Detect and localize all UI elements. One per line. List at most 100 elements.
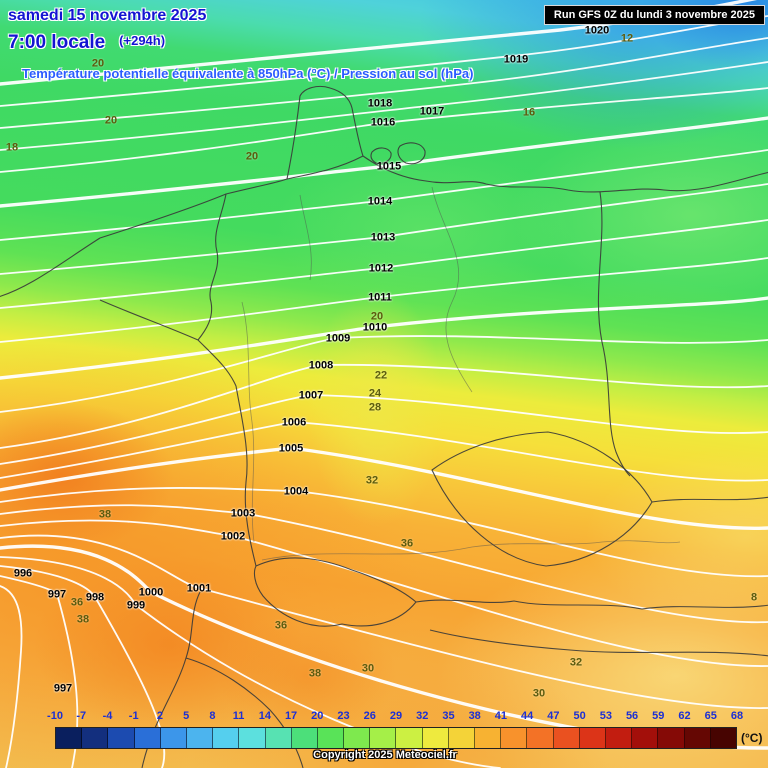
country-borders-path	[99, 299, 199, 341]
colorbar-cell	[239, 728, 266, 748]
colorbar-cell	[475, 728, 502, 748]
isobar-lines-path	[0, 87, 768, 173]
pressure-label: 1015	[376, 160, 402, 173]
temperature-label: 38	[98, 508, 112, 521]
isobar-lines-path	[0, 257, 768, 343]
isobar-lines-path	[0, 149, 768, 241]
local-time: 7:00 locale	[8, 32, 106, 53]
rivers-path	[261, 540, 681, 561]
colorbar-tick: 14	[258, 710, 271, 722]
country-borders-path	[429, 629, 768, 657]
isobar-lines-path	[0, 61, 768, 151]
map-subtitle: Température potentielle équivalente à 85…	[22, 66, 474, 81]
rivers-path	[299, 194, 312, 281]
colorbar-cell	[213, 728, 240, 748]
colorbar-tick: 65	[704, 710, 717, 722]
colorbar-cell	[56, 728, 83, 748]
colorbar-tick: 44	[521, 710, 534, 722]
colorbar-cell	[605, 728, 633, 748]
isobar-lines-path	[0, 556, 501, 768]
colorbar-tick: 2	[156, 710, 163, 722]
country-borders-path	[415, 599, 768, 610]
colorbar-tick: 59	[652, 710, 665, 722]
colorbar-cell	[684, 728, 711, 748]
colorbar-cell	[317, 728, 345, 748]
isobar-lines-path	[0, 446, 768, 530]
temperature-label: 20	[91, 57, 105, 70]
country-borders-path	[597, 191, 631, 477]
pressure-label: 997	[47, 588, 67, 601]
rivers-path	[241, 301, 255, 543]
isobar-lines-path	[0, 585, 23, 768]
forecast-offset: (+294h)	[119, 33, 166, 48]
isobar-lines-path	[0, 335, 768, 413]
country-borders-path	[397, 142, 426, 165]
isobar-lines-path	[0, 394, 768, 465]
temperature-label: 22	[374, 369, 388, 382]
rivers	[241, 186, 681, 561]
colorbar-tick: 53	[599, 710, 612, 722]
colorbar-cell	[422, 728, 449, 748]
country-borders-path	[253, 557, 417, 627]
temperature-label: 20	[104, 114, 118, 127]
colorbar-cell	[710, 728, 736, 748]
colorbar-tick: 50	[573, 710, 586, 722]
rivers-path	[431, 186, 473, 393]
colorbar-cell	[134, 728, 161, 748]
colorbar	[55, 727, 737, 749]
colorbar-cell	[82, 728, 109, 748]
pressure-label: 1013	[370, 231, 396, 244]
colorbar-cell	[448, 728, 475, 748]
pressure-label: 1012	[368, 262, 394, 275]
colorbar-cell	[291, 728, 318, 748]
colorbar-cell	[160, 728, 187, 748]
colorbar-tick: 23	[337, 710, 350, 722]
colorbar-tick: -10	[47, 710, 63, 722]
temperature-label: 20	[245, 150, 259, 163]
colorbar-cell	[632, 728, 659, 748]
pressure-label: 1000	[138, 586, 164, 599]
colorbar-tick: 8	[209, 710, 216, 722]
country-borders-path	[197, 193, 227, 341]
colorbar-tick: 5	[183, 710, 190, 722]
time-line: 7:00 locale (+294h)	[8, 32, 165, 54]
colorbar-tick: 29	[389, 710, 403, 722]
colorbar-tick: 68	[730, 710, 744, 722]
isobar-lines-path	[0, 486, 768, 578]
pressure-label: 1011	[368, 291, 392, 304]
isobar-lines-path	[0, 421, 768, 482]
colorbar-tick: -4	[102, 710, 113, 722]
pressure-label: 1004	[283, 485, 309, 498]
date-line: samedi 15 novembre 2025	[8, 7, 207, 24]
temperature-label: 28	[368, 401, 382, 414]
pressure-label: 1001	[186, 582, 212, 595]
colorbar-cell	[396, 728, 423, 748]
pressure-label: 1006	[281, 416, 307, 429]
temperature-label: 16	[522, 106, 536, 119]
country-borders-path	[370, 147, 392, 164]
pressure-label: 1005	[278, 442, 304, 455]
pressure-label: 1010	[362, 321, 388, 334]
temperature-label: 38	[76, 613, 90, 626]
country-borders-path	[185, 657, 304, 768]
colorbar-cell	[579, 728, 606, 748]
pressure-label: 1016	[370, 116, 396, 129]
pressure-label: 998	[85, 591, 105, 604]
colorbar-cell	[186, 728, 214, 748]
country-borders-path	[197, 339, 257, 567]
temperature-label: 18	[5, 141, 19, 154]
colorbar-tick: 11	[232, 710, 245, 722]
isobar-lines-path	[0, 37, 768, 129]
isobar-lines-path	[0, 296, 768, 380]
temperature-label: 32	[569, 656, 583, 669]
colorbar-tick: 26	[363, 710, 376, 722]
colorbar-unit: (°C)	[741, 731, 763, 745]
colorbar-tick: 47	[547, 710, 560, 722]
colorbar-tick: 56	[625, 710, 639, 722]
colorbar-tick: 20	[311, 710, 324, 722]
isobar-lines-path	[0, 219, 768, 309]
colorbar-tick: 17	[284, 710, 298, 722]
